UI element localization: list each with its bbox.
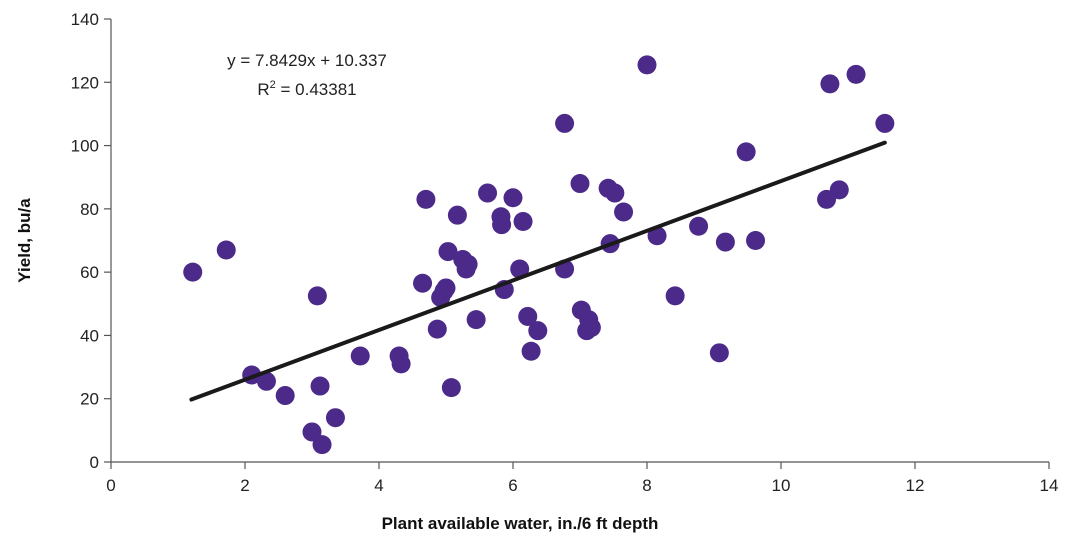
trendline <box>189 140 887 402</box>
y-tick-label: 140 <box>71 10 99 29</box>
data-point <box>510 259 530 279</box>
data-point <box>503 188 523 208</box>
data-point <box>413 273 433 293</box>
data-point <box>307 286 327 306</box>
y-tick-label: 100 <box>71 137 99 156</box>
trendline-equation: y = 7.8429x + 10.337 <box>227 51 387 70</box>
data-point <box>581 318 601 338</box>
data-point <box>518 306 538 326</box>
x-tick-label: 4 <box>374 476 383 495</box>
x-tick-label: 0 <box>106 476 115 495</box>
data-point <box>310 376 330 396</box>
x-tick-label: 2 <box>240 476 249 495</box>
y-axis-title: Yield, bu/a <box>15 198 34 283</box>
data-point <box>466 310 486 330</box>
data-point <box>350 346 370 366</box>
data-point <box>555 113 575 133</box>
x-axis-title: Plant available water, in./6 ft depth <box>382 514 659 533</box>
data-point <box>478 183 498 203</box>
x-tick-label: 14 <box>1040 476 1059 495</box>
data-point <box>647 226 667 246</box>
data-point <box>570 174 590 194</box>
data-point <box>829 180 849 200</box>
data-point <box>216 240 236 260</box>
data-point <box>325 408 345 428</box>
y-tick-label: 40 <box>80 326 99 345</box>
x-tick-label: 12 <box>906 476 925 495</box>
data-point <box>391 354 411 374</box>
data-point <box>513 212 533 232</box>
data-point <box>436 278 456 298</box>
r2-superscript: 2 <box>270 79 276 91</box>
data-point <box>820 74 840 94</box>
y-tick-label: 80 <box>80 200 99 219</box>
data-point <box>458 254 478 274</box>
x-ticks: 0 2 4 6 8 10 12 14 <box>106 462 1058 495</box>
data-point <box>637 55 657 75</box>
data-point <box>605 183 625 203</box>
x-tick-label: 10 <box>772 476 791 495</box>
data-point <box>492 215 512 235</box>
data-point <box>736 142 756 162</box>
y-ticks: 0 20 40 60 80 100 120 140 <box>71 10 111 472</box>
y-tick-label: 120 <box>71 73 99 92</box>
y-tick-label: 20 <box>80 390 99 409</box>
data-point <box>709 343 729 363</box>
data-point <box>427 319 447 339</box>
r2-value: = 0.43381 <box>276 80 357 99</box>
x-tick-label: 8 <box>642 476 651 495</box>
y-tick-label: 60 <box>80 263 99 282</box>
x-tick-label: 6 <box>508 476 517 495</box>
data-point <box>875 113 895 133</box>
data-point <box>302 422 322 442</box>
data-point <box>521 341 541 361</box>
data-point <box>665 286 685 306</box>
data-point <box>416 189 436 209</box>
data-point <box>614 202 634 222</box>
data-point <box>528 321 548 341</box>
data-point <box>183 262 203 282</box>
y-tick-label: 0 <box>90 453 99 472</box>
data-point <box>438 242 458 262</box>
data-point <box>312 435 332 455</box>
data-point <box>441 378 461 398</box>
data-point <box>846 64 866 84</box>
r2-prefix: R <box>257 80 269 99</box>
data-point <box>689 216 709 236</box>
data-point <box>447 205 467 225</box>
axes <box>110 19 1049 463</box>
data-point <box>715 232 735 252</box>
data-points <box>183 55 895 455</box>
data-point <box>746 231 766 250</box>
data-point <box>275 386 295 406</box>
data-point <box>256 371 276 391</box>
r-squared-label: R2 = 0.43381 <box>257 79 356 99</box>
